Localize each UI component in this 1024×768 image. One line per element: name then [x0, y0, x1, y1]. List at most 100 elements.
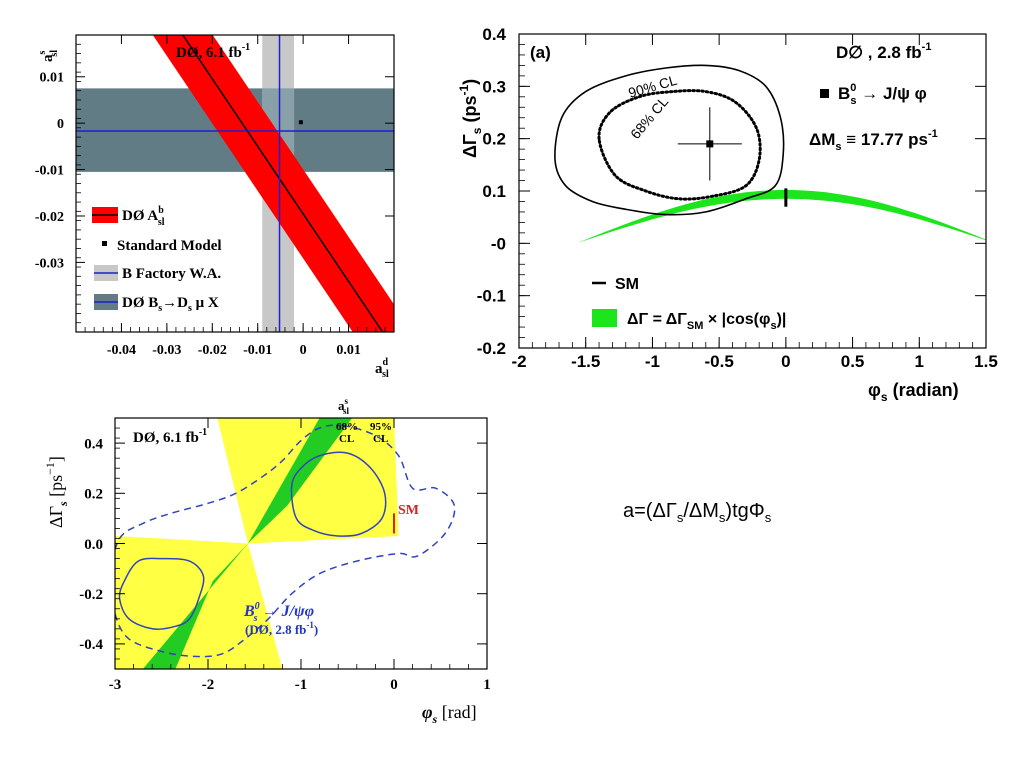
decay-annotation-61-dataset: (DØ, 2.8 fb-1)	[245, 620, 318, 637]
dgamma-28-y-axis-label: ΔΓs (ps-1)	[457, 79, 484, 158]
dgamma-28-panel-label: (a)	[530, 43, 551, 62]
legend-label-sm: SM	[615, 276, 639, 293]
legend-item-b-factory: B Factory W.A.	[94, 265, 221, 282]
legend-label-d0-bs: DØ Bs→Ds μ X	[122, 295, 219, 314]
decay-annotation-61: B0 s → J/ψφ	[243, 601, 314, 624]
legend-swatch-sm-point	[102, 241, 107, 246]
y-tick-label: 0.01	[40, 71, 65, 86]
asl-y-axis-label: assl	[37, 50, 60, 62]
dgamma-61-axes: -3 -2 -1 0 1 -0.4 -0.2 0.0 0.2 0.4	[79, 417, 491, 693]
formula-sub-3: s	[764, 510, 772, 525]
dgamma-phis-28-chart: -2 -1.5 -1 -0.5 0 0.5 1 1.5 -0.2 -0.1 -0 0.1 0.2 0.3 0…	[457, 25, 998, 404]
contour-68-cl-lower	[118, 557, 205, 630]
contour-label-90: 90% CL	[626, 72, 678, 101]
legend-item-standard-model: Standard Model	[102, 238, 222, 254]
y-tick-label: -0.2	[477, 339, 506, 358]
formula-sub-1: s	[676, 510, 684, 525]
formula-suffix: )tgΦ	[725, 500, 765, 522]
dgamma-28-decay-annotation: B0 s → J/ψ φ	[820, 82, 927, 107]
y-tick-label: 0	[57, 117, 64, 132]
dgamma-28-axes: -2 -1.5 -1 -0.5 0 0.5 1 1.5 -0.2 -0.1 -0 0.1 0.2 0.3 0…	[477, 25, 998, 371]
x-tick-label: -0.5	[704, 352, 733, 371]
band-label-95-cl: CL	[373, 433, 388, 445]
y-tick-label: 0.0	[84, 537, 103, 553]
x-tick-label: -0.03	[152, 343, 181, 358]
dgamma-61-y-axis-label: ΔΓs [ps−1]	[43, 456, 70, 528]
x-tick-label: 1.5	[974, 352, 998, 371]
legend-item-sm: SM	[592, 276, 639, 293]
dgamma-61-plot-area	[115, 418, 456, 669]
dgamma-28-x-axis-label: φs (radian)	[868, 380, 959, 404]
legend-label-d0-asl: DØ Ab sl	[122, 205, 165, 228]
legend-item-d0-asl: DØ Ab sl	[92, 205, 165, 228]
asl-legend: DØ Ab sl Standard Model B Factory W.A. DØ…	[92, 205, 222, 314]
x-tick-label: -1	[295, 677, 308, 693]
best-fit-point	[706, 140, 714, 148]
legend-label-standard-model: Standard Model	[117, 238, 222, 254]
y-tick-label: -0.01	[35, 163, 64, 178]
asl-title: DØ, 6.1 fb-1	[176, 42, 250, 61]
y-tick-label: -0	[491, 234, 506, 253]
sm-green-band	[579, 190, 986, 243]
y-tick-label: 0.2	[482, 130, 506, 149]
x-tick-label: 1	[915, 352, 924, 371]
legend-swatch-green-band	[592, 309, 617, 327]
x-tick-label: 0	[300, 343, 307, 358]
band-header-asl: as sl	[338, 396, 350, 416]
asl-x-axis-label: ad sl	[375, 357, 389, 380]
formula-sub-2: s	[718, 510, 726, 525]
y-tick-label: 0.4	[84, 436, 103, 452]
legend-label-green-band: ΔΓ = ΔΓSM × |cos(φs)|	[627, 311, 786, 332]
x-tick-label: -1.5	[571, 352, 600, 371]
y-tick-label: -0.1	[477, 287, 506, 306]
y-tick-label: -0.02	[35, 210, 64, 225]
decay-annotation-text: B0 s → J/ψ φ	[838, 82, 927, 107]
red-band	[152, 35, 394, 332]
x-tick-label: 0.01	[336, 343, 361, 358]
x-tick-label: -2	[202, 677, 215, 693]
decay-marker-square	[820, 89, 829, 98]
formula-prefix: a=(ΔΓ	[623, 500, 677, 522]
x-tick-label: -2	[511, 352, 526, 371]
x-tick-label: -3	[109, 677, 122, 693]
contour-68-cl-upper	[290, 451, 387, 537]
formula-mid: /ΔM	[683, 500, 719, 522]
x-tick-label: 0.5	[841, 352, 865, 371]
dgamma-61-x-axis-label: φs [rad]	[422, 702, 477, 726]
band-label-95: 95%	[370, 421, 392, 433]
x-tick-label: -1	[645, 352, 660, 371]
asl-plot-area	[76, 35, 394, 332]
dgamma-phis-61-chart: -3 -2 -1 0 1 -0.4 -0.2 0.0 0.2 0.4 DØ, 6.1 fb-1 a…	[43, 396, 491, 726]
asl-axes: -0.04 -0.03 -0.02 -0.01 0 0.01 -0.03 -0.02 -0.01…	[35, 34, 395, 358]
dgamma-28-plot-frame	[518, 33, 987, 349]
legend-item-green-band: ΔΓ = ΔΓSM × |cos(φs)|	[592, 309, 786, 332]
y-tick-label: 0.4	[482, 25, 506, 44]
x-tick-label: 0	[390, 677, 398, 693]
contour-90-cl	[554, 64, 785, 216]
y-tick-label: 0.2	[84, 487, 103, 503]
y-tick-label: -0.4	[79, 637, 103, 653]
dgamma-28-dm-annotation: ΔMs ≡ 17.77 ps-1	[809, 128, 938, 153]
red-band-center-line	[182, 35, 384, 332]
band-label-68-cl: CL	[339, 433, 354, 445]
band-68-upper	[247, 418, 353, 544]
y-tick-label: -0.2	[79, 587, 103, 603]
legend-item-d0-bs: DØ Bs→Ds μ X	[94, 294, 219, 314]
dgamma-28-legend: SM ΔΓ = ΔΓSM × |cos(φs)|	[592, 276, 786, 332]
legend-label-b-factory: B Factory W.A.	[122, 266, 221, 282]
dgamma-28-title: D∅ , 2.8 fb-1	[836, 41, 931, 62]
x-tick-label: -0.04	[107, 343, 136, 358]
x-tick-label: -0.02	[198, 343, 227, 358]
dgamma-61-title: DØ, 6.1 fb-1	[133, 427, 207, 446]
formula-text: a=(ΔΓs/ΔMs)tgΦs	[623, 500, 771, 525]
y-tick-label: -0.03	[35, 256, 64, 271]
band-95-upper	[217, 418, 399, 544]
contour-68-cl	[597, 89, 762, 201]
x-tick-label: -0.01	[243, 343, 272, 358]
contour-90-cl-dashed	[115, 424, 456, 658]
band-label-68: 68%	[336, 421, 358, 433]
y-tick-label: 0.3	[482, 77, 506, 96]
asl-plane-chart: -0.04 -0.03 -0.02 -0.01 0 0.01 -0.03 -0.02 -0.01…	[35, 34, 395, 380]
dgamma-28-plot-area	[554, 64, 986, 243]
standard-model-point	[298, 120, 303, 125]
